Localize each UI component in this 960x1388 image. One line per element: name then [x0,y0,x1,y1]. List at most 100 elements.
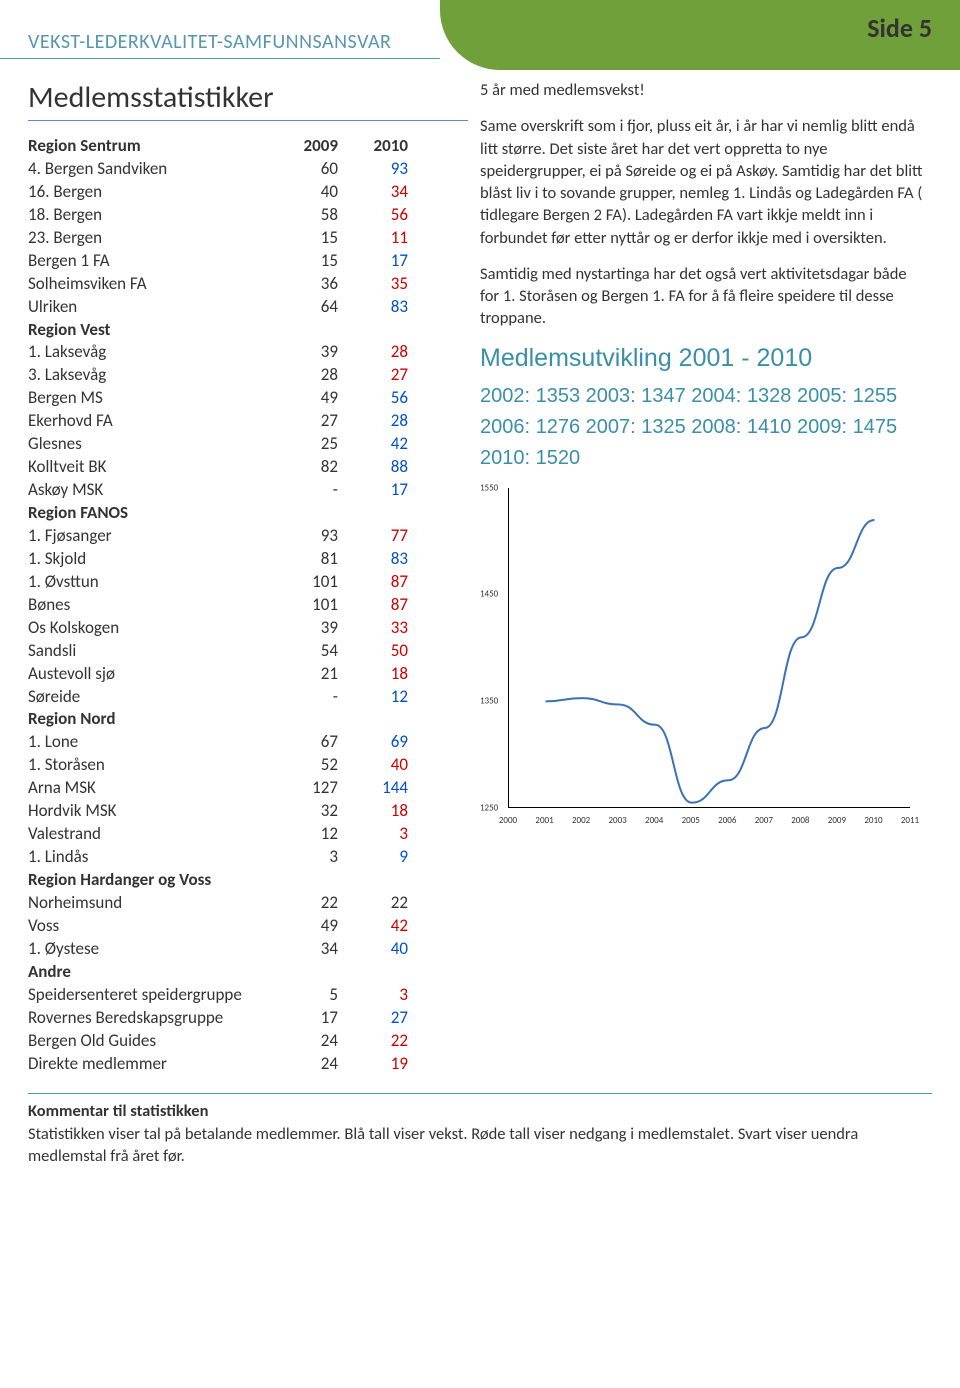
table-row: Os Kolskogen3933 [28,617,468,640]
value-2009: - [288,686,348,709]
value-2010: 17 [348,479,408,502]
x-tick: 2001 [535,815,553,826]
row-label: 1. Lindås [28,846,288,869]
x-tick: 2004 [645,815,663,826]
value-2010: 144 [348,777,408,800]
value-2010: 40 [348,754,408,777]
value-2010: 93 [348,158,408,181]
table-row: Bergen Old Guides2422 [28,1030,468,1053]
row-label: 1. Fjøsanger [28,525,288,548]
value-2009: 101 [288,594,348,617]
title-underline [28,120,468,121]
header-tagline: VEKST-LEDERKVALITET-SAMFUNNSANSVAR [0,30,440,59]
row-label: Søreide [28,686,288,709]
value-2009: 32 [288,800,348,823]
table-row: 1. Laksevåg3928 [28,341,468,364]
value-2010: 28 [348,341,408,364]
row-label: Ekerhovd FA [28,410,288,433]
region-label: Region Nord [28,708,288,731]
table-row: Glesnes2542 [28,433,468,456]
region-header: Region Vest [28,319,468,342]
value-2010: 27 [348,364,408,387]
right-column: 5 år med medlemsvekst! Same overskrift s… [468,79,928,1075]
value-2009: 64 [288,296,348,319]
value-2009: 15 [288,250,348,273]
table-row: 16. Bergen4034 [28,181,468,204]
value-2009: 24 [288,1030,348,1053]
value-2010: 56 [348,204,408,227]
row-label: 23. Bergen [28,227,288,250]
region-label: Region Vest [28,319,288,342]
y-tick: 1250 [480,802,498,813]
region-label: Region Sentrum [28,135,288,158]
row-label: Rovernes Beredskapsgruppe [28,1007,288,1030]
year-header: 2009 [288,135,348,158]
value-2010: 18 [348,663,408,686]
value-2009: 60 [288,158,348,181]
value-2009: 49 [288,387,348,410]
value-2009: 17 [288,1007,348,1030]
value-2010: 87 [348,594,408,617]
table-row: 1. Lone6769 [28,731,468,754]
region-label: Region FANOS [28,502,288,525]
row-label: Speidersenteret speidergruppe [28,984,288,1007]
table-row: 23. Bergen1511 [28,227,468,250]
table-row: Søreide-12 [28,686,468,709]
region-header: Region Hardanger og Voss [28,869,468,892]
body-para: 5 år med medlemsvekst! [480,79,928,101]
value-2010: 42 [348,915,408,938]
value-2010: 17 [348,250,408,273]
value-2009: 5 [288,984,348,1007]
row-label: Valestrand [28,823,288,846]
value-2009: 12 [288,823,348,846]
value-2010: 83 [348,296,408,319]
value-2009: 27 [288,410,348,433]
value-2010: 19 [348,1053,408,1076]
value-2009: 39 [288,617,348,640]
row-label: Os Kolskogen [28,617,288,640]
stats-table: Region Sentrum200920104. Bergen Sandvike… [28,135,468,1075]
x-tick: 2000 [499,815,517,826]
value-2010: 3 [348,984,408,1007]
footer-rule [28,1093,932,1094]
value-2009: 49 [288,915,348,938]
value-2009: 101 [288,571,348,594]
table-row: Solheimsviken FA3635 [28,273,468,296]
value-2009: 40 [288,181,348,204]
table-row: Kolltveit BK8288 [28,456,468,479]
value-2010: 11 [348,227,408,250]
x-tick: 2008 [791,815,809,826]
value-2010: 27 [348,1007,408,1030]
table-row: 1. Skjold8183 [28,548,468,571]
row-label: Bønes [28,594,288,617]
value-2009: 34 [288,938,348,961]
mu-years: 2002: 1353 2003: 1347 2004: 1328 2005: 1… [480,381,928,474]
table-row: Bergen MS4956 [28,387,468,410]
row-label: Direkte medlemmer [28,1053,288,1076]
table-row: Arna MSK127144 [28,777,468,800]
value-2009: 3 [288,846,348,869]
region-header: Region FANOS [28,502,468,525]
row-label: Askøy MSK [28,479,288,502]
table-row: 1. Storåsen5240 [28,754,468,777]
value-2009: 28 [288,364,348,387]
value-2010: 22 [348,1030,408,1053]
row-label: Bergen MS [28,387,288,410]
value-2010: 40 [348,938,408,961]
value-2010: 12 [348,686,408,709]
value-2010: 3 [348,823,408,846]
table-row: Rovernes Beredskapsgruppe1727 [28,1007,468,1030]
body-para: Samtidig med nystartinga har det også ve… [480,263,928,330]
line-chart: 1250135014501550200020012002200320042005… [480,488,910,828]
page-title: Medlemsstatistikker [28,79,468,116]
value-2010: 28 [348,410,408,433]
table-row: Hordvik MSK3218 [28,800,468,823]
table-row: 4. Bergen Sandviken6093 [28,158,468,181]
value-2009: 25 [288,433,348,456]
value-2010: 88 [348,456,408,479]
value-2010: 22 [348,892,408,915]
value-2010: 69 [348,731,408,754]
row-label: Kolltveit BK [28,456,288,479]
row-label: Glesnes [28,433,288,456]
value-2009: 54 [288,640,348,663]
